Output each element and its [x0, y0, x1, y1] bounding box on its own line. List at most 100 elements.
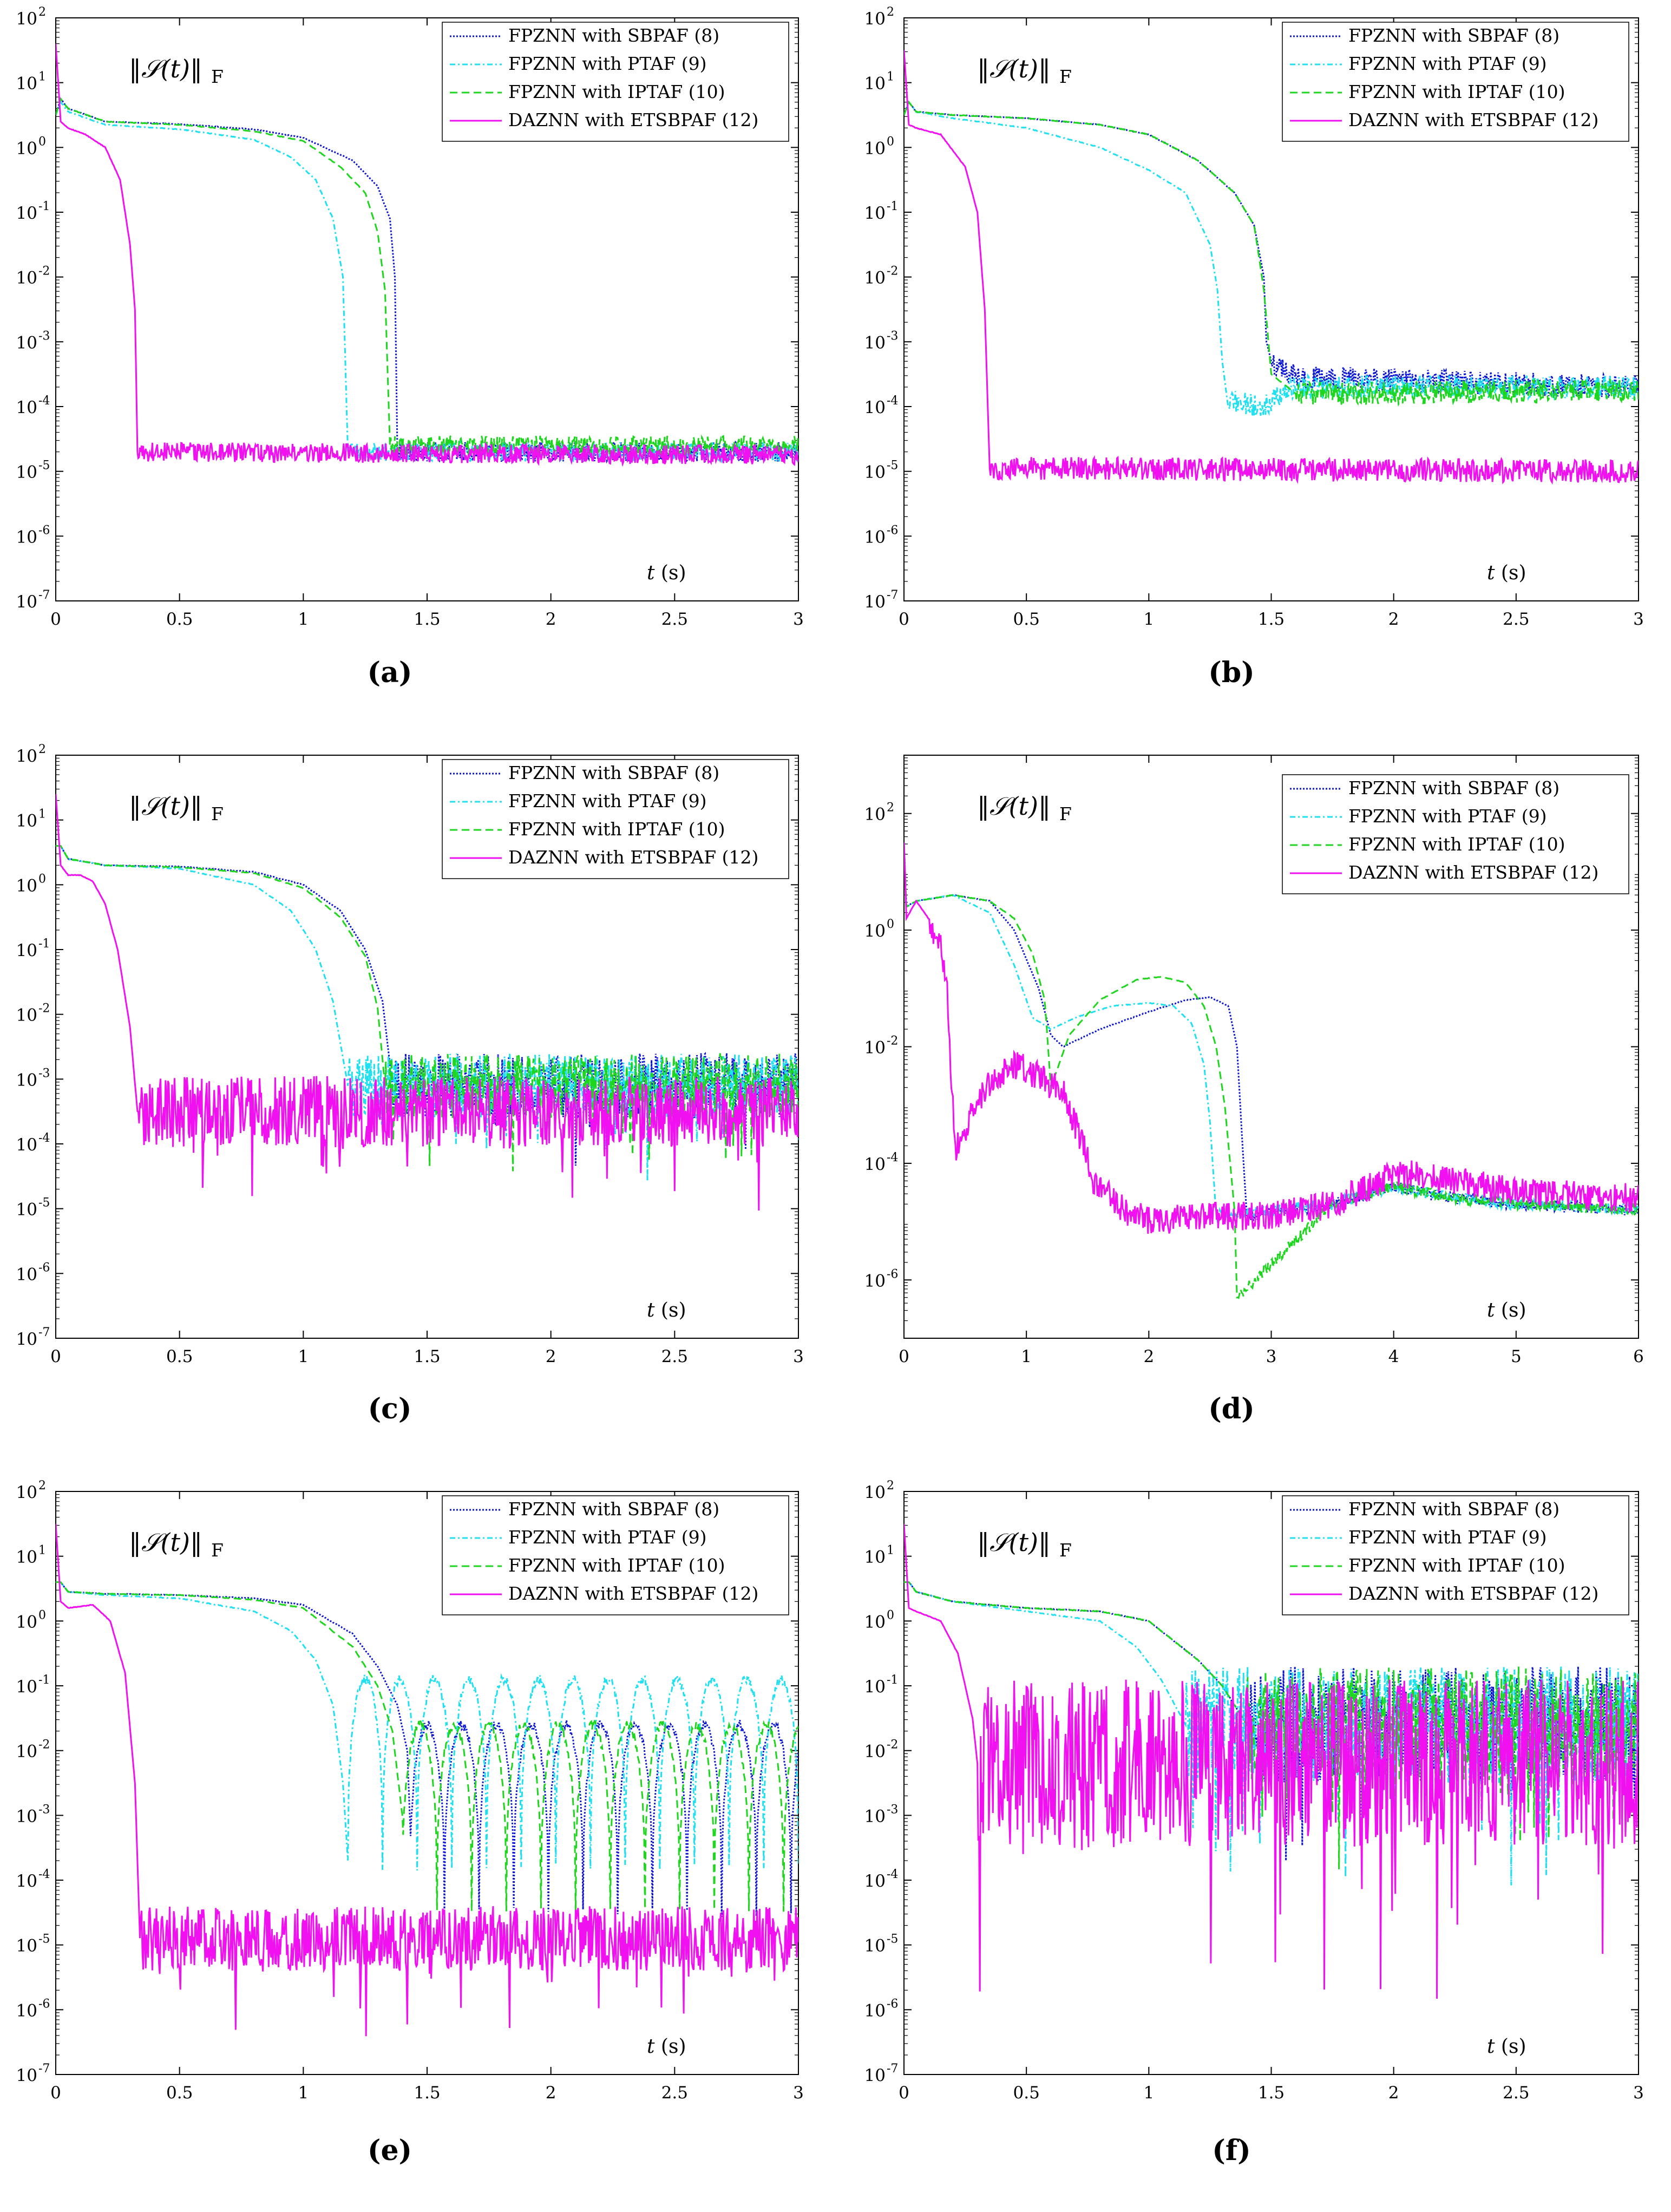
y-tick-label: 10 [16, 941, 37, 960]
x-tick-label: 1 [1143, 2083, 1154, 2103]
y-tick-exponent: -5 [887, 459, 898, 473]
x-axis-label: t (s) [647, 562, 686, 584]
y-tick-exponent: -5 [38, 459, 50, 473]
y-tick-label: 10 [16, 139, 37, 158]
series-line-4 [56, 1523, 798, 2037]
x-tick-label: 3 [793, 1347, 804, 1366]
y-tick-exponent: 2 [38, 743, 46, 756]
y-tick-label: 10 [864, 463, 886, 482]
y-tick-exponent: -5 [887, 1933, 898, 1946]
y-tick-label: 10 [864, 204, 886, 223]
y-tick-exponent: -5 [38, 1196, 50, 1210]
y-tick-label: 10 [864, 1871, 886, 1891]
x-tick-label: 2.5 [661, 610, 688, 629]
y-tick-label: 10 [864, 1807, 886, 1826]
panel-caption: (c) [368, 1392, 412, 1425]
y-tick-label: 10 [864, 1742, 886, 1762]
series-line-4 [56, 43, 798, 467]
x-tick-label: 0 [899, 1347, 909, 1366]
x-tick-label: 2.5 [661, 1347, 688, 1366]
y-tick-exponent: 0 [38, 872, 46, 886]
y-tick-label: 10 [864, 1677, 886, 1697]
series-group [56, 43, 798, 467]
x-axis-variable: t [1487, 562, 1501, 584]
legend-label-1: FPZNN with SBPAF (8) [1348, 25, 1559, 46]
chart-panel-e: 10 -710 -610 -510 -410 -310 -210 -110 010 110 20 0.… [16, 1479, 804, 2167]
series-line-4 [904, 842, 1639, 1234]
norm-label: ‖𝒮(t)‖ [129, 54, 202, 83]
series-line-4 [904, 1523, 1639, 1999]
y-tick-exponent: -7 [38, 2062, 50, 2076]
y-tick-label: 10 [864, 333, 886, 352]
x-tick-label: 1 [298, 610, 309, 629]
y-tick-label: 10 [16, 527, 37, 547]
legend: FPZNN with SBPAF (8) FPZNN with PTAF (9) F… [442, 22, 789, 142]
y-tick-exponent: -6 [38, 1261, 50, 1274]
y-tick-label: 10 [16, 333, 37, 352]
norm-subscript: F [1059, 1540, 1072, 1561]
y-tick-exponent: -2 [887, 265, 898, 278]
x-tick-label: 3 [793, 2083, 804, 2103]
legend-label-4: DAZNN with ETSBPAF (12) [508, 1583, 758, 1604]
y-tick-exponent: -4 [887, 1151, 898, 1164]
x-axis-variable: t [647, 1299, 661, 1321]
y-tick-label: 10 [864, 1936, 886, 1956]
y-tick-label: 10 [16, 398, 37, 417]
x-tick-label: 0.5 [1013, 2083, 1040, 2103]
norm-subscript: F [211, 1540, 224, 1561]
norm-label: ‖𝒮(t)‖ [977, 791, 1051, 821]
x-axis-variable: t [647, 2036, 661, 2058]
legend-label-3: FPZNN with IPTAF (10) [508, 81, 725, 102]
series-line-4 [904, 50, 1639, 485]
legend-label-3: FPZNN with IPTAF (10) [508, 1555, 725, 1576]
x-axis-unit: (s) [1501, 1299, 1526, 1321]
y-tick-exponent: 2 [887, 801, 894, 815]
x-tick-label: 0 [50, 610, 61, 629]
series-group [904, 1523, 1639, 1999]
y-tick-exponent: -1 [38, 1673, 50, 1687]
y-tick-label: 10 [864, 592, 886, 612]
legend: FPZNN with SBPAF (8) FPZNN with PTAF (9) F… [1282, 774, 1629, 894]
y-tick-label: 10 [16, 2066, 37, 2085]
x-axis-unit: (s) [661, 1299, 686, 1321]
y-tick-exponent: -3 [38, 1066, 50, 1080]
y-tick-exponent: -1 [38, 200, 50, 213]
x-tick-label: 0 [899, 610, 909, 629]
y-tick-exponent: -2 [38, 265, 50, 278]
panel-caption: (d) [1208, 1392, 1255, 1425]
legend: FPZNN with SBPAF (8) FPZNN with PTAF (9) F… [442, 759, 789, 879]
y-tick-exponent: 2 [887, 5, 894, 19]
x-axis-label: t (s) [647, 2036, 686, 2058]
x-tick-label: 2.5 [661, 2083, 688, 2103]
y-tick-exponent: 1 [887, 1544, 894, 1557]
legend-label-1: FPZNN with SBPAF (8) [1348, 777, 1559, 799]
x-tick-label: 2 [546, 2083, 556, 2103]
y-tick-label: 10 [16, 463, 37, 482]
y-tick-label: 10 [864, 1612, 886, 1632]
y-tick-exponent: -3 [887, 1803, 898, 1816]
y-tick-label: 10 [16, 1483, 37, 1502]
legend-label-3: FPZNN with IPTAF (10) [508, 819, 725, 840]
x-tick-label: 2 [1388, 2083, 1399, 2103]
y-tick-exponent: -6 [38, 523, 50, 537]
y-tick-label: 10 [16, 592, 37, 612]
x-axis-unit: (s) [1501, 562, 1526, 584]
y-tick-label: 10 [864, 1271, 886, 1291]
series-line-2 [904, 1581, 1639, 1886]
y-tick-exponent: -2 [38, 1738, 50, 1752]
x-tick-label: 1 [298, 1347, 309, 1366]
series-group [904, 842, 1639, 1299]
series-line-3 [56, 1581, 798, 1913]
y-tick-label: 10 [16, 811, 37, 831]
panel-caption: (b) [1208, 656, 1255, 689]
norm-label: ‖𝒮(t)‖ [977, 1528, 1051, 1557]
y-tick-exponent: -1 [887, 200, 898, 213]
x-tick-label: 0.5 [166, 2083, 193, 2103]
legend-label-3: FPZNN with IPTAF (10) [1348, 834, 1565, 855]
x-axis-unit: (s) [661, 562, 686, 584]
y-tick-exponent: -4 [38, 1868, 50, 1881]
x-tick-label: 2.5 [1503, 2083, 1529, 2103]
y-tick-label: 10 [16, 269, 37, 288]
panel-caption: (f) [1212, 2134, 1251, 2167]
y-tick-exponent: -7 [887, 588, 898, 602]
